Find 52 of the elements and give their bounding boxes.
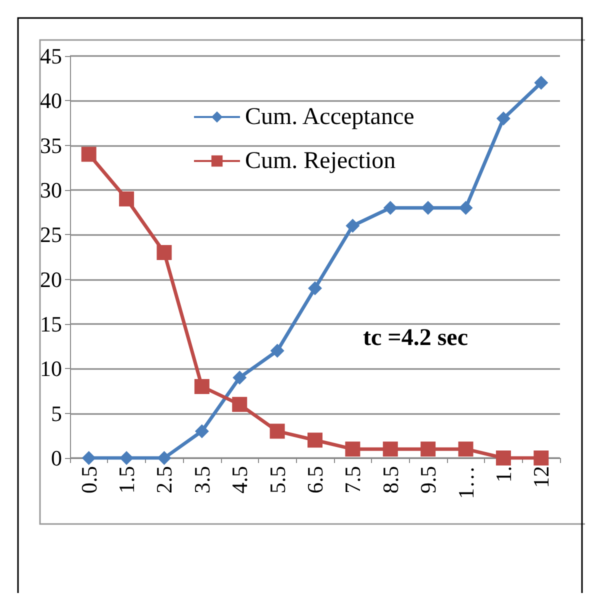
point	[120, 451, 134, 465]
x-tick-label: 1…	[453, 466, 478, 499]
legend-label: Cum. Acceptance	[245, 104, 414, 130]
point	[308, 432, 322, 448]
point	[82, 451, 96, 465]
point	[232, 370, 247, 385]
point	[496, 450, 511, 466]
point	[534, 76, 548, 90]
point	[308, 281, 322, 296]
x-tick-label: 1.5	[114, 466, 140, 494]
y-tick-label: 5	[51, 400, 62, 426]
point	[534, 450, 549, 466]
point	[382, 442, 398, 457]
point	[421, 200, 436, 215]
point	[81, 146, 96, 162]
x-tick-label: 4.5	[227, 466, 252, 494]
x-tick-label: 7.5	[340, 466, 366, 494]
x-tick-label: 8.5	[378, 466, 403, 494]
x-tick-label: 2.5	[152, 466, 177, 494]
y-tick-label: 30	[40, 178, 62, 202]
y-tick-label: 0	[51, 446, 62, 470]
y-tick-label: 25	[40, 222, 62, 248]
y-tick-label: 45	[40, 44, 62, 68]
x-tick-label: 5.5	[264, 466, 290, 494]
annotation: tc =4.2 sec	[363, 325, 468, 351]
legend-label: Cum. Rejection	[245, 148, 396, 174]
point	[345, 442, 360, 457]
point	[346, 218, 360, 233]
point	[270, 424, 285, 439]
x-tick-label: 12	[528, 466, 554, 488]
point	[232, 396, 248, 412]
x-tick-label: 6.5	[302, 466, 328, 494]
point	[119, 191, 134, 206]
x-tick-label: 9.5	[416, 466, 441, 494]
y-tick-label: 20	[40, 266, 62, 292]
point	[156, 245, 172, 260]
point	[420, 442, 436, 457]
x-tick-label: 0.5	[76, 466, 102, 494]
x-tick-label: 1.	[490, 466, 516, 482]
point	[458, 442, 474, 457]
y-tick-label: 40	[40, 88, 62, 114]
y-tick-label: 10	[40, 356, 62, 382]
point	[270, 344, 284, 358]
point	[194, 424, 209, 438]
y-tick-label: 15	[40, 312, 62, 336]
point	[157, 451, 172, 465]
point	[458, 200, 473, 215]
point	[194, 379, 210, 394]
y-tick-label: 35	[40, 132, 62, 158]
point	[496, 112, 510, 126]
x-tick-label: 3.5	[189, 466, 214, 494]
point	[383, 200, 398, 215]
